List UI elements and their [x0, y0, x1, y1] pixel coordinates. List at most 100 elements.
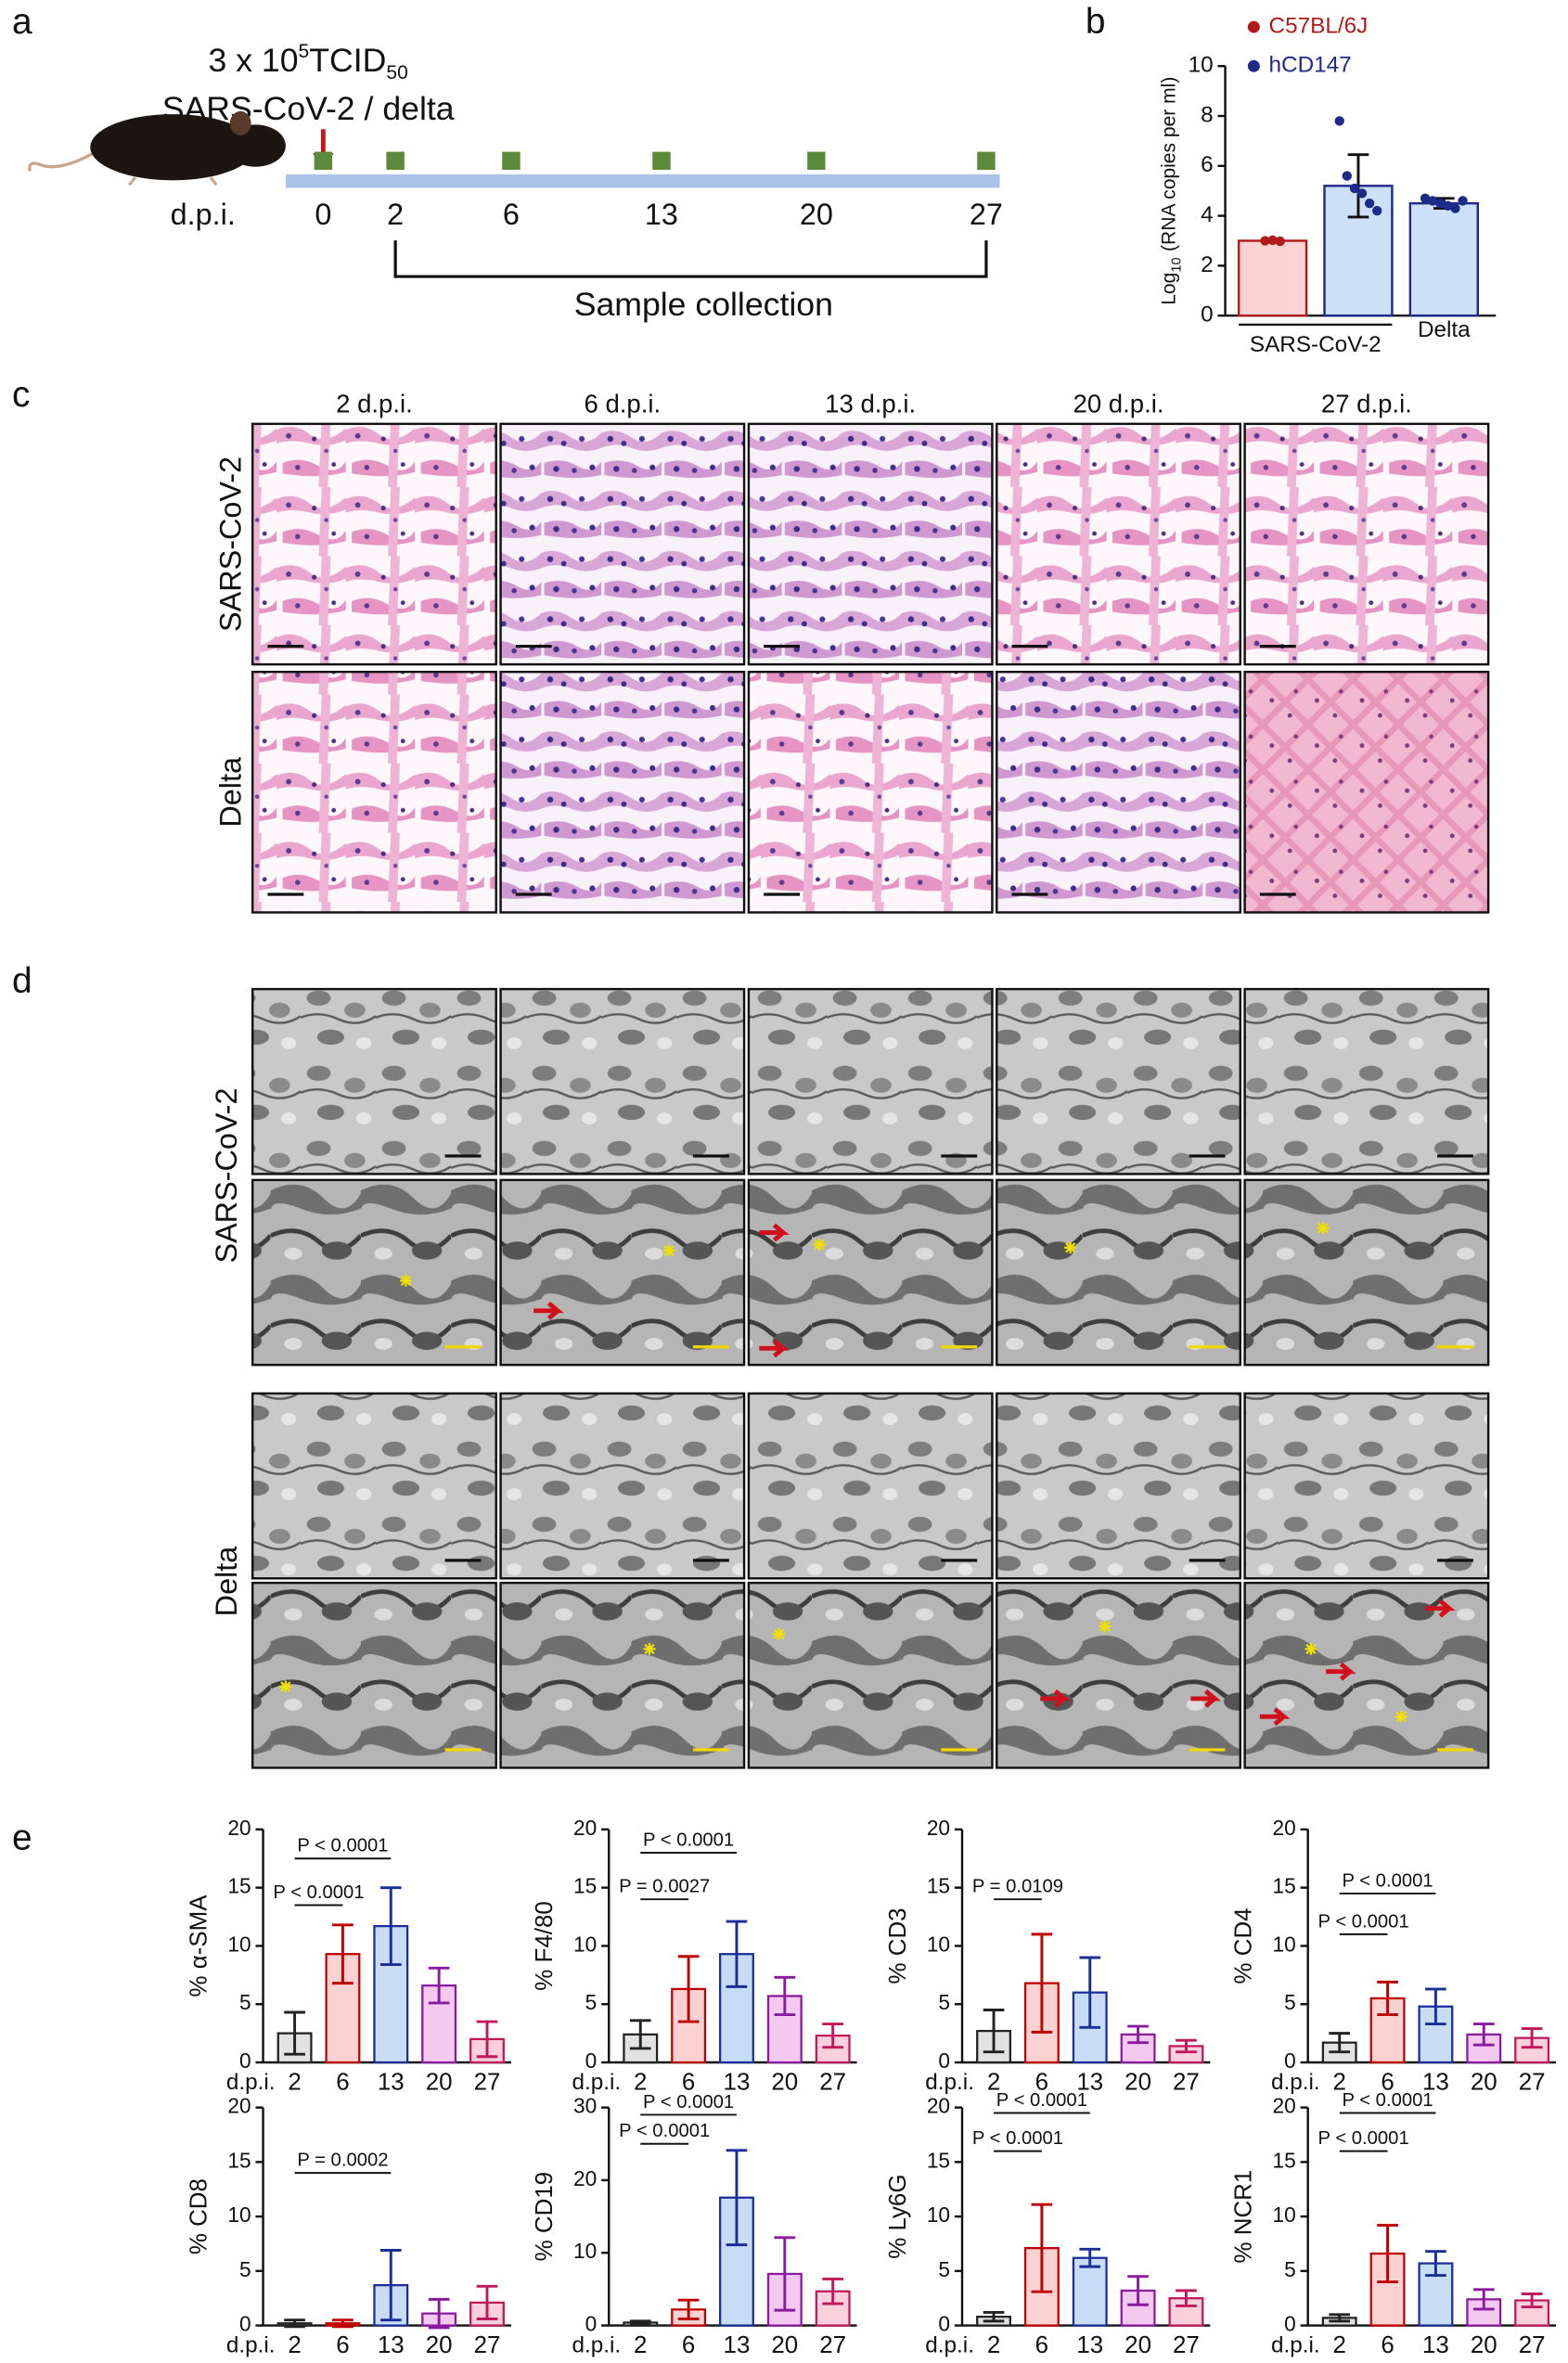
- x-tick-label: SARS-CoV-2: [1250, 332, 1382, 357]
- legend-marker: [1247, 20, 1260, 33]
- error-bar: [1329, 2032, 1351, 2054]
- p-value: P = 0.0109: [972, 1877, 1063, 1897]
- error-bar: [1031, 1933, 1053, 2034]
- data-point: [1342, 171, 1352, 181]
- error-bar: [379, 1886, 402, 1966]
- y-tick-label: 15: [227, 2148, 251, 2172]
- asterisk: [279, 1680, 292, 1693]
- y-tick-label: 10: [1273, 2202, 1296, 2227]
- x-tick-label: 20: [1125, 2070, 1151, 2096]
- x-tick-label: 2: [634, 2070, 647, 2096]
- y-tick-label: 0: [239, 2048, 251, 2073]
- y-tick-label: 10: [927, 1932, 950, 1956]
- data-point: [1267, 235, 1278, 246]
- x-tick-label: 27: [1173, 2070, 1200, 2096]
- dose-text: 3 x 105TCID50: [209, 41, 408, 83]
- micrograph: [251, 670, 497, 914]
- micrograph: [251, 987, 497, 1175]
- y-axis-label-part: (RNA copies per ml): [1158, 77, 1179, 251]
- micrograph: [499, 422, 746, 666]
- y-tick-label: 2: [1201, 252, 1214, 277]
- y-axis-label: % CD19: [532, 2172, 558, 2261]
- x-tick-label: 13: [1422, 2332, 1449, 2358]
- day-label: 0: [315, 198, 331, 231]
- y-tick-label: 20: [573, 2166, 597, 2190]
- y-tick-label: 5: [239, 2257, 251, 2281]
- column-label: 13 d.p.i.: [825, 390, 916, 418]
- error-bar: [1176, 2038, 1197, 2054]
- y-tick-label: 10: [573, 1932, 597, 1956]
- error-bar: [284, 2318, 305, 2329]
- column-label: 6 d.p.i.: [584, 390, 661, 418]
- micrograph: [251, 1178, 497, 1367]
- data-point: [1420, 193, 1431, 203]
- dose-exponent: 5: [299, 41, 310, 62]
- x-tick-label: 6: [1381, 2070, 1394, 2096]
- x-axis-label: d.p.i.: [925, 2333, 974, 2358]
- pointer-arrow: [1425, 1599, 1456, 1618]
- x-tick-label: 13: [378, 2070, 405, 2096]
- error-bar: [1329, 2313, 1351, 2323]
- error-bar: [1176, 2289, 1197, 2307]
- x-tick-label: 27: [474, 2070, 501, 2096]
- micrograph: [747, 987, 994, 1175]
- micrograph: [996, 422, 1241, 666]
- mouse-body: [90, 114, 256, 181]
- y-tick-label: 5: [938, 1990, 950, 2014]
- x-tick-label: 20: [771, 2332, 798, 2358]
- error-bar: [379, 2249, 402, 2322]
- y-tick-label: 20: [927, 1816, 950, 1840]
- x-tick-label: 6: [336, 2332, 349, 2358]
- y-tick-label: 20: [227, 2094, 251, 2118]
- data-point: [1349, 183, 1360, 194]
- x-tick-label: 13: [1422, 2070, 1449, 2096]
- asterisk: [1394, 1710, 1407, 1723]
- mouse-tail: [28, 151, 95, 173]
- error-bar: [428, 1966, 450, 2005]
- panel-label: b: [1086, 2, 1106, 42]
- p-value: P < 0.0001: [643, 1830, 734, 1850]
- x-tick-label: 2: [634, 2332, 647, 2358]
- panel-label: d: [12, 961, 32, 1001]
- error-bar: [428, 2297, 450, 2330]
- y-tick-label: 0: [1284, 2048, 1296, 2073]
- p-value: P < 0.0001: [972, 2128, 1063, 2149]
- row-label: Delta: [210, 1546, 243, 1617]
- asterisk: [772, 1627, 785, 1640]
- x-tick-label: 27: [474, 2332, 501, 2358]
- y-tick-label: 10: [227, 1932, 251, 1956]
- pointer-arrow: [1190, 1689, 1221, 1708]
- x-tick-label: 13: [724, 2332, 751, 2358]
- error-bar: [1377, 1980, 1398, 2016]
- p-value: P < 0.0001: [1342, 2090, 1433, 2111]
- y-tick-label: 0: [585, 2312, 598, 2336]
- pointer-arrow: [1259, 1707, 1291, 1727]
- x-tick-label: 20: [1471, 2070, 1497, 2096]
- y-tick-label: 10: [1273, 1932, 1296, 1956]
- y-tick-label: 5: [1284, 1990, 1296, 2014]
- micrograph: [251, 1392, 497, 1580]
- x-axis-label: d.p.i.: [572, 2333, 622, 2358]
- day-label: 2: [387, 198, 404, 231]
- x-tick-label: 2: [288, 2332, 301, 2358]
- micrograph: [1243, 670, 1490, 914]
- x-tick-label: 6: [336, 2070, 349, 2096]
- asterisk: [813, 1239, 826, 1252]
- mouse-ear: [229, 110, 251, 135]
- micrograph: [499, 1392, 746, 1580]
- timepoint-marker: [386, 151, 405, 171]
- y-axis-label: Log10 (RNA copies per ml): [1158, 77, 1184, 305]
- x-tick-label: 6: [682, 2070, 695, 2096]
- y-tick-label: 8: [1201, 102, 1214, 127]
- y-axis-label: % CD8: [186, 2178, 212, 2254]
- micrograph: [996, 1392, 1241, 1580]
- mouse-icon: [28, 110, 286, 186]
- y-tick-label: 4: [1201, 202, 1214, 227]
- pointer-arrow: [759, 1223, 790, 1242]
- y-tick-label: 20: [927, 2094, 950, 2118]
- micrograph: [747, 670, 994, 914]
- day-label: 6: [503, 198, 520, 231]
- y-tick-label: 15: [227, 1874, 251, 1898]
- y-tick-label: 5: [585, 1990, 598, 2014]
- asterisk: [1099, 1620, 1112, 1633]
